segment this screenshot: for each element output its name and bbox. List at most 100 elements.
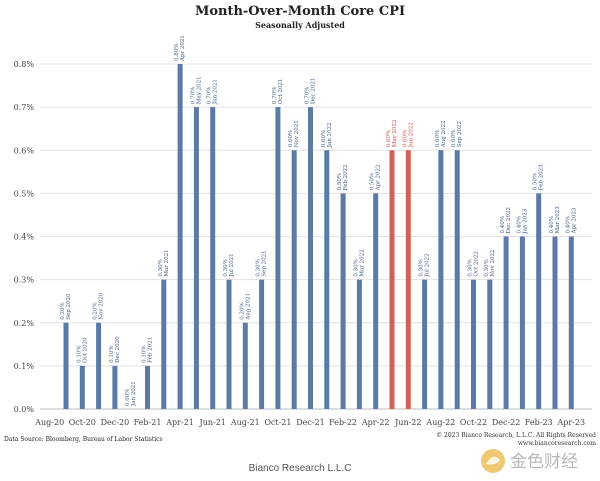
bar-date-label: Dec 2020: [115, 336, 121, 363]
bar-value-label: 0.60%: [451, 130, 457, 147]
x-tick-label: Apr-21: [165, 418, 194, 427]
x-tick-label: Aug-21: [230, 418, 260, 427]
bar-date-label: Nov 2020: [99, 292, 105, 319]
x-tick-label: Dec-21: [296, 418, 325, 427]
bar-data-label: 0.00%Jan 2021: [125, 381, 137, 407]
bar-date-label: Mar 2022: [359, 249, 365, 276]
y-tick-label: 0.7%: [14, 103, 35, 112]
bar-value-label: 0.70%: [272, 87, 278, 104]
bar-date-label: Aug 2022: [441, 120, 447, 148]
bar-data-label: 0.40%Mar 2023: [549, 206, 561, 234]
y-tick-label: 0.3%: [14, 276, 35, 285]
bar: [389, 150, 395, 409]
gridlines: [40, 63, 592, 410]
x-tick-label: Jun-21: [198, 418, 225, 427]
bar-value-label: 0.50%: [533, 173, 539, 190]
bar: [324, 150, 330, 409]
bar: [536, 193, 542, 409]
y-tick-label: 0.8%: [14, 60, 35, 69]
bar-data-label: 0.40%Jan 2023: [516, 208, 528, 234]
bar: [79, 365, 85, 409]
copyright-note: © 2023 Bianco Research, L.L.C. All Right…: [436, 432, 596, 448]
bar-data-label: 0.30%Nov 2022: [484, 250, 496, 277]
bar-data-label: 0.80%Apr 2021: [174, 35, 186, 62]
bar-data-label: 0.10%Feb 2021: [142, 337, 154, 363]
bar-data-label: 0.30%Oct 2022: [468, 251, 480, 277]
bar-value-label: 0.80%: [174, 44, 180, 61]
bar-value-label: 0.20%: [93, 302, 99, 319]
bar-value-label: 0.30%: [353, 259, 359, 276]
watermark-logo: 金色财经: [481, 449, 578, 473]
x-axis: Aug-20 Oct-20 Dec-20 Feb-21 Apr-21 Jun-21 Aug-…: [34, 418, 585, 427]
x-tick-label: Oct-22: [460, 418, 487, 427]
bar-date-label: Nov 2021: [294, 120, 300, 147]
bar: [242, 322, 248, 409]
bar-date-label: Oct 2020: [82, 337, 88, 363]
bar: [291, 150, 297, 409]
bar-date-label: Jan 2021: [131, 381, 137, 407]
y-tick-label: 0.5%: [14, 189, 35, 198]
bar-value-label: 0.40%: [549, 216, 555, 233]
bar-data-label: 0.30%Mar 2022: [353, 249, 365, 276]
bar-date-label: Aug 2021: [245, 293, 251, 321]
bar-date-label: Feb 2022: [343, 164, 349, 190]
bar-date-label: Jul 2022: [425, 253, 431, 277]
bar-data-label: 0.70%Jun 2021: [207, 79, 219, 105]
bar: [308, 107, 313, 409]
bar-data-label: 0.50%Apr 2022: [370, 165, 382, 192]
bar-data-label: 0.60%Nov 2021: [288, 120, 300, 147]
x-tick-label: Oct-21: [264, 418, 291, 427]
bar-date-label: Sep 2022: [457, 121, 463, 147]
bar-value-label: 0.50%: [370, 173, 376, 190]
bar-data-label: 0.30%Jul 2021: [223, 253, 235, 277]
bar-data-label: 0.60%Jan 2022: [321, 122, 333, 148]
bar-date-label: May 2022: [392, 119, 398, 147]
bar-date-label: Feb 2023: [539, 164, 545, 191]
footer-brand: Bianco Research L.L.C: [248, 463, 352, 474]
bar-value-label: 0.60%: [435, 130, 441, 147]
x-tick-label: Aug-20: [34, 418, 64, 427]
bar-date-label: Jun 2021: [213, 79, 219, 105]
bar-data-label: 0.60%Jun 2022: [402, 122, 414, 148]
bar-date-label: May 2021: [196, 76, 202, 104]
bar: [63, 322, 69, 409]
copyright-text: © 2023 Bianco Research, L.L.C. All Right…: [436, 432, 596, 439]
bar-value-label: 0.30%: [419, 259, 425, 276]
bar-data-label: 0.20%Aug 2021: [239, 293, 251, 321]
chart-title: Month-Over-Month Core CPI: [194, 4, 406, 19]
y-tick-label: 0.4%: [14, 233, 35, 242]
bar-data-label: 0.70%Dec 2021: [305, 78, 317, 105]
bar-data-label: 0.40%Dec 2022: [500, 207, 512, 233]
bar-value-label: 0.10%: [142, 345, 148, 362]
bar-value-label: 0.10%: [76, 345, 82, 362]
bar-date-label: Mar 2021: [164, 249, 170, 276]
data-source-note: Data Source: Bloomberg, Bureau of Labor …: [4, 436, 163, 443]
bar-date-label: Jan 2022: [327, 122, 333, 148]
watermark-text: 金色财经: [510, 452, 578, 472]
bar: [438, 150, 444, 409]
x-tick-label: Jun-22: [394, 418, 421, 427]
x-tick-label: Apr-22: [361, 418, 390, 427]
bar: [487, 279, 493, 409]
bar-data-label: 0.20%Nov 2020: [93, 292, 105, 319]
bar-data-label: 0.10%Oct 2020: [76, 337, 88, 363]
bar-date-label: Jan 2023: [522, 208, 528, 234]
bar: [112, 365, 118, 409]
bar-value-label: 0.60%: [402, 130, 408, 147]
bar: [519, 236, 525, 409]
y-tick-label: 0.0%: [14, 405, 35, 414]
x-tick-label: Dec-22: [492, 418, 521, 427]
bar-data-label: 0.30%Mar 2021: [158, 249, 170, 276]
bar-date-label: Jun 2022: [408, 122, 414, 148]
bar: [356, 279, 362, 409]
bar: [210, 107, 216, 409]
bar-value-label: 0.50%: [337, 173, 343, 190]
bar-date-label: Nov 2022: [490, 250, 496, 277]
bar: [145, 365, 150, 409]
bar-value-label: 0.70%: [190, 87, 196, 104]
bar: [503, 236, 509, 409]
website-text: www.biancoresearch.com: [517, 440, 596, 447]
bar-date-label: Feb 2021: [148, 337, 154, 363]
bar: [226, 279, 232, 409]
